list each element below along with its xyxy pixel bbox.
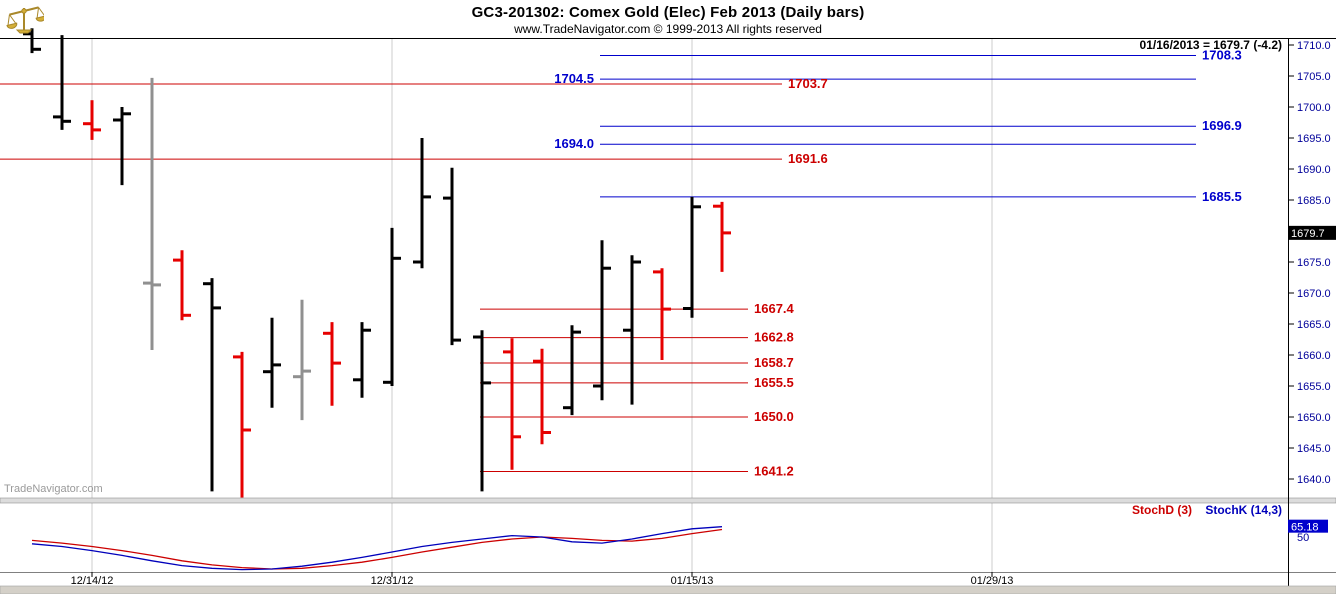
y-axis-label: 1670.0 [1297, 288, 1331, 300]
panel-divider-handle[interactable] [0, 497, 1336, 504]
y-axis-label: 1645.0 [1297, 443, 1331, 455]
stoch-axis-mid-label: 50 [1297, 532, 1309, 544]
last-quote-text: 01/16/2013 = 1679.7 (-4.2) [1140, 38, 1282, 52]
last-price-badge [1288, 225, 1336, 240]
stoch-k-legend: StochK (14,3) [1205, 503, 1282, 517]
price-level-label: 1703.7 [788, 76, 828, 91]
watermark-text: TradeNavigator.com [4, 483, 103, 495]
y-axis-label: 1665.0 [1297, 319, 1331, 331]
y-axis-label: 1640.0 [1297, 474, 1331, 486]
y-axis-label: 1695.0 [1297, 133, 1331, 145]
x-axis-label: 01/15/13 [671, 575, 714, 587]
price-level-label: 1685.5 [1202, 189, 1242, 204]
last-price-badge-text: 1679.7 [1291, 228, 1325, 240]
y-axis-label: 1660.0 [1297, 350, 1331, 362]
y-axis-label: 1650.0 [1297, 412, 1331, 424]
price-level-label: 1650.0 [754, 409, 794, 424]
stoch-d-line [31, 528, 723, 570]
price-level-label: 1696.9 [1202, 118, 1242, 133]
price-level-label: 1662.8 [754, 330, 794, 345]
y-axis-label: 1675.0 [1297, 257, 1331, 269]
indicator-pane[interactable] [0, 503, 1288, 572]
price-axis[interactable] [1289, 39, 1336, 572]
tradenavigator-scales-logo-icon [4, 2, 47, 36]
stoch-value-badge-text: 65.18 [1291, 522, 1319, 534]
y-axis-label: 1705.0 [1297, 71, 1331, 83]
price-level-label: 1704.5 [554, 71, 594, 86]
price-pane[interactable] [0, 39, 1288, 498]
x-axis-label: 12/14/12 [71, 575, 114, 587]
price-level-label: 1691.6 [788, 151, 828, 166]
stoch-value-badge [1288, 519, 1328, 533]
price-level-label: 1655.5 [754, 375, 794, 390]
y-axis-label: 1690.0 [1297, 164, 1331, 176]
horizontal-scrollbar[interactable] [0, 585, 1336, 594]
stoch-d-legend: StochD (3) [1132, 503, 1192, 517]
y-axis-label: 1700.0 [1297, 102, 1331, 114]
x-axis-label: 12/31/12 [371, 575, 414, 587]
price-level-label: 1667.4 [754, 301, 795, 316]
y-axis-label: 1655.0 [1297, 381, 1331, 393]
y-axis-label: 1710.0 [1297, 40, 1331, 52]
stoch-k-line [31, 526, 723, 571]
y-axis-label: 1685.0 [1297, 195, 1331, 207]
time-axis[interactable] [0, 573, 1288, 586]
price-level-label: 1694.0 [554, 136, 594, 151]
x-axis-label: 01/29/13 [971, 575, 1014, 587]
price-level-label: 1641.2 [754, 464, 794, 479]
price-level-label: 1658.7 [754, 355, 794, 370]
price-level-label: 1708.3 [1202, 48, 1242, 63]
